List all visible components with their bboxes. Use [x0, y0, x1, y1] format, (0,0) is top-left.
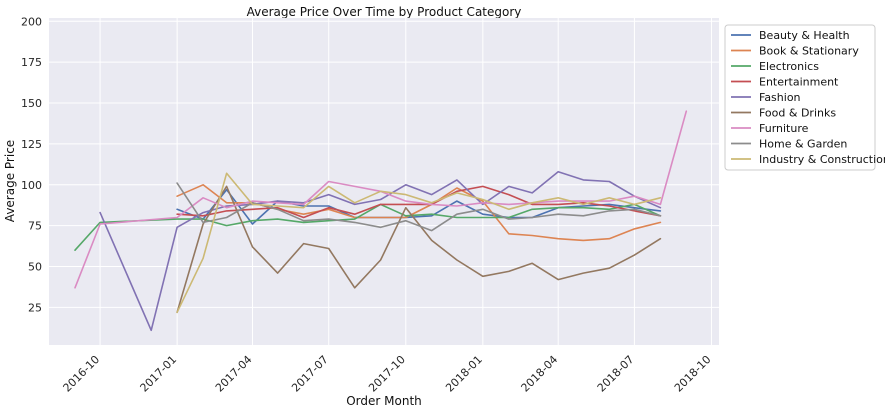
legend-entry-label: Home & Garden: [759, 138, 847, 151]
legend-entry-label: Fashion: [759, 91, 801, 104]
legend-entry-label: Entertainment: [759, 76, 839, 89]
y-tick-label: 25: [28, 301, 42, 314]
legend-entry-label: Industry & Construction: [759, 153, 885, 166]
y-axis-label: Average Price: [3, 140, 17, 222]
gridlines: [49, 18, 719, 345]
y-tick-label: 75: [28, 220, 42, 233]
y-tick-label: 50: [28, 261, 42, 274]
x-tick-label: 2018-07: [595, 353, 637, 395]
x-tick-label: 2017-07: [289, 353, 331, 395]
plot-area: [49, 18, 719, 345]
series-line: [74, 203, 662, 251]
y-tick-label: 175: [21, 56, 42, 69]
legend: Beauty & Health Book & Stationary Electron…: [724, 24, 885, 171]
legend-entry-label: Food & Drinks: [759, 107, 836, 120]
y-tick-label: 125: [21, 138, 42, 151]
series-line: [176, 172, 662, 314]
x-tick-labels: 2016-10 2017-01 2017-04 2017-07 2017-10 2018-…: [61, 353, 714, 395]
y-tick-label: 200: [21, 15, 42, 28]
legend-entry-label: Furniture: [759, 122, 809, 135]
series-line: [176, 185, 662, 314]
y-tick-label: 100: [21, 179, 42, 192]
x-tick-label: 2017-10: [366, 353, 408, 395]
x-tick-label: 2016-10: [61, 353, 103, 395]
x-tick-label: 2018-04: [519, 353, 561, 395]
legend-frame: [724, 24, 876, 171]
x-axis-label: Order Month: [346, 394, 422, 408]
series-lines: [74, 110, 688, 332]
x-tick-label: 2017-01: [138, 353, 180, 395]
y-tick-labels: 25 50 75 100 125 150 175 200: [21, 15, 42, 314]
y-tick-label: 150: [21, 97, 42, 110]
x-tick-label: 2017-04: [213, 353, 255, 395]
chart-title: Average Price Over Time by Product Categ…: [247, 5, 522, 19]
legend-entry-label: Beauty & Health: [759, 29, 850, 42]
legend-entry-label: Electronics: [759, 60, 819, 73]
x-tick-label: 2018-01: [443, 353, 485, 395]
x-tick-label: 2018-10: [672, 353, 714, 395]
legend-entry-label: Book & Stationary: [759, 45, 859, 58]
